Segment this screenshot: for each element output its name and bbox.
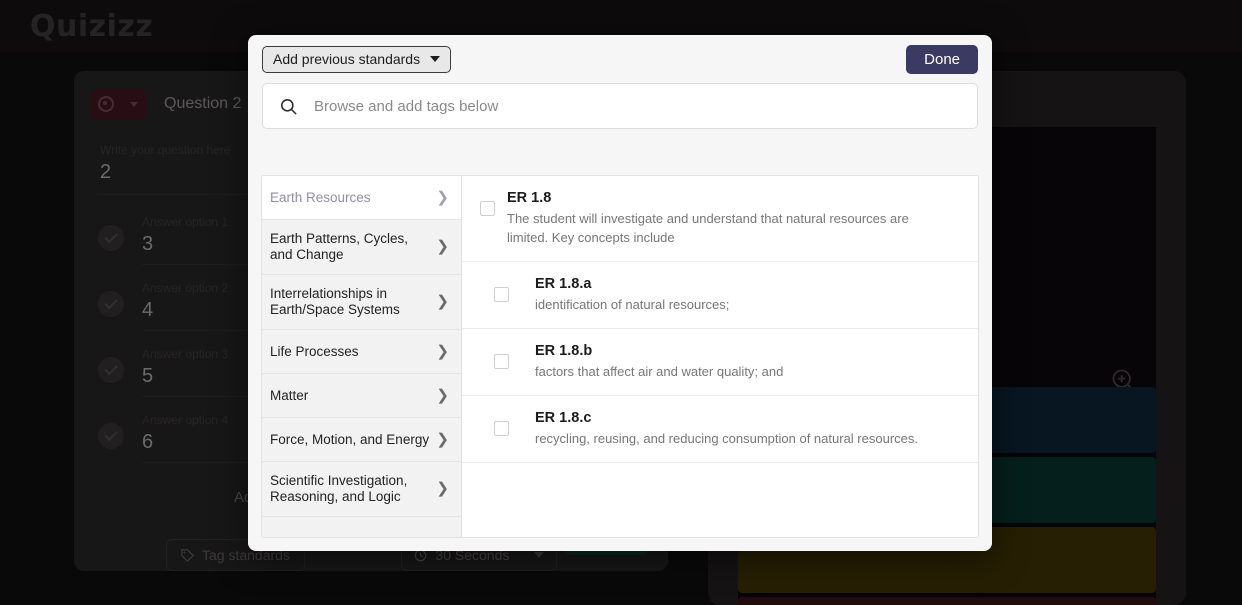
standard-code: ER 1.8 <box>507 190 552 206</box>
standard-text: ER 1.8.b factors that affect air and wat… <box>509 343 783 381</box>
standard-description: The student will investigate and underst… <box>507 211 909 245</box>
modal-header: Add previous standards Done <box>248 35 992 83</box>
add-previous-standards-dropdown[interactable]: Add previous standards <box>262 45 452 73</box>
answer-input-hint: Answer option 1 <box>142 215 229 229</box>
done-button[interactable]: Done <box>906 44 978 74</box>
category-list-filler <box>262 517 461 537</box>
standard-row[interactable]: ER 1.8.b factors that affect air and wat… <box>462 329 978 396</box>
category-label: Earth Patterns, Cycles, and Change <box>270 231 409 262</box>
chevron-right-icon: ❯ <box>436 386 449 404</box>
standards-results-list: ER 1.8 The student will investigate and … <box>462 176 978 537</box>
category-label: Interrelationships in Earth/Space System… <box>270 286 400 317</box>
add-previous-standards-label: Add previous standards <box>273 51 421 67</box>
search-icon <box>280 98 297 114</box>
tag-standards-label: Tag standards <box>202 547 290 563</box>
chevron-right-icon: ❯ <box>436 188 449 206</box>
answer-input-value: 6 <box>142 431 154 453</box>
category-label: Matter <box>270 387 309 403</box>
standard-code: ER 1.8.b <box>535 343 593 359</box>
tag-icon <box>181 548 194 562</box>
editor-header: Question 2 <box>74 71 668 119</box>
standard-checkbox[interactable] <box>480 201 495 216</box>
standard-description: recycling, reusing, and reducing consump… <box>535 431 918 446</box>
standards-category-list: Earth Resources ❯ Earth Patterns, Cycles… <box>262 176 462 537</box>
multiple-choice-icon <box>98 96 114 112</box>
standard-row[interactable]: ER 1.8 The student will investigate and … <box>462 176 978 262</box>
standard-text: ER 1.8.c recycling, reusing, and reducin… <box>509 410 918 448</box>
category-label: Scientific Investigation, Reasoning, and… <box>270 473 408 504</box>
standard-code: ER 1.8.c <box>535 410 592 426</box>
sidebar-item-force-motion-energy[interactable]: Force, Motion, and Energy ❯ <box>262 418 461 462</box>
answer-input-value: 5 <box>142 365 154 387</box>
sidebar-item-earth-resources[interactable]: Earth Resources ❯ <box>262 176 461 220</box>
sidebar-item-life-processes[interactable]: Life Processes ❯ <box>262 330 461 374</box>
standard-checkbox[interactable] <box>494 287 509 302</box>
answer-correct-toggle[interactable] <box>98 423 124 449</box>
answer-input-hint: Answer option 3 <box>142 347 229 361</box>
standard-checkbox[interactable] <box>494 354 509 369</box>
chevron-down-icon <box>130 101 138 107</box>
answer-input-hint: Answer option 4 <box>142 413 229 427</box>
chevron-right-icon: ❯ <box>436 238 449 255</box>
standard-code: ER 1.8.a <box>535 276 592 292</box>
tag-standards-button[interactable]: Tag standards <box>166 539 305 571</box>
category-label: Life Processes <box>270 343 359 359</box>
chevron-right-icon: ❯ <box>436 293 449 310</box>
category-label: Force, Motion, and Energy <box>270 431 430 447</box>
preview-choice-selected[interactable]: 6 <box>738 597 1156 605</box>
answer-input-value: 3 <box>142 233 154 255</box>
standard-checkbox[interactable] <box>494 421 509 436</box>
chevron-down-icon <box>534 552 545 558</box>
time-limit-label: 30 Seconds <box>435 547 510 563</box>
standard-description: factors that affect air and water qualit… <box>535 364 784 379</box>
chevron-down-icon <box>430 56 441 62</box>
answer-input-value: 4 <box>142 299 154 321</box>
sidebar-item-earth-patterns[interactable]: Earth Patterns, Cycles, and Change ❯ <box>262 220 461 275</box>
chevron-right-icon: ❯ <box>436 342 449 360</box>
modal-body: Earth Resources ❯ Earth Patterns, Cycles… <box>261 175 979 538</box>
standards-tagging-modal: Add previous standards Done Earth Resour… <box>248 35 992 551</box>
standard-text: ER 1.8.a identification of natural resou… <box>509 276 729 314</box>
chevron-right-icon: ❯ <box>436 430 449 448</box>
quizizz-logo[interactable]: Quizizz <box>30 8 154 44</box>
sidebar-item-scientific-investigation[interactable]: Scientific Investigation, Reasoning, and… <box>262 462 461 517</box>
question-input-value: 2 <box>100 161 112 183</box>
answer-correct-toggle[interactable] <box>98 291 124 317</box>
answer-correct-toggle[interactable] <box>98 225 124 251</box>
standard-row[interactable]: ER 1.8.a identification of natural resou… <box>462 262 978 329</box>
category-label: Earth Resources <box>270 189 371 205</box>
chevron-right-icon: ❯ <box>436 480 449 497</box>
question-number-label: Question 2 <box>164 95 242 112</box>
search-input[interactable] <box>312 96 961 116</box>
standard-row[interactable]: ER 1.8.c recycling, reusing, and reducin… <box>462 396 978 463</box>
search-bar[interactable] <box>262 83 978 129</box>
question-field-group: Write your question here 2 Answer option… <box>74 119 668 506</box>
question-input-hint: Write your question here <box>100 143 231 157</box>
sidebar-item-matter[interactable]: Matter ❯ <box>262 374 461 418</box>
answer-correct-toggle[interactable] <box>98 357 124 383</box>
question-type-selector[interactable] <box>90 89 146 119</box>
standard-description: identification of natural resources; <box>535 297 730 312</box>
standard-text: ER 1.8 The student will investigate and … <box>495 190 927 247</box>
sidebar-item-interrelationships[interactable]: Interrelationships in Earth/Space System… <box>262 275 461 330</box>
answer-input-hint: Answer option 2 <box>142 281 229 295</box>
